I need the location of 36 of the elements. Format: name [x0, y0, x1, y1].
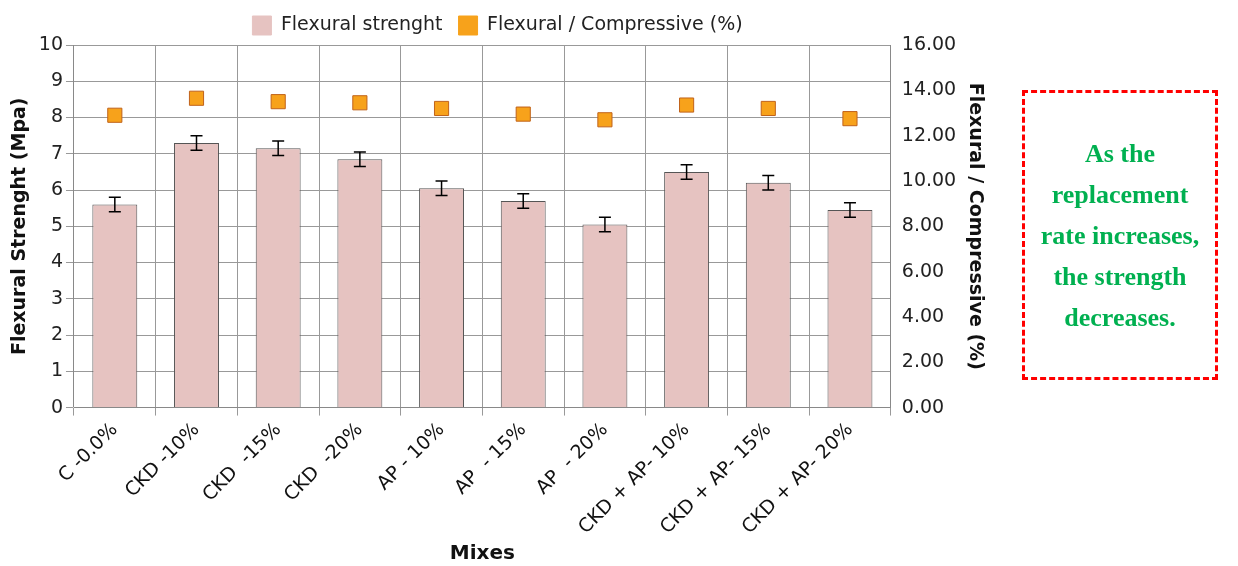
y2-tick-label: 14.00 — [901, 77, 957, 100]
y-axis-title: Flexural Strenght (Mpa) — [7, 97, 30, 356]
y-tick-label: 5 — [50, 213, 63, 236]
legend-label: Flexural / Compressive (%) — [487, 12, 743, 35]
point — [107, 107, 123, 123]
y-tick-label: 1 — [50, 358, 63, 381]
text: As the replacement rate increases, the strength decreases. — [1039, 137, 1201, 334]
y2-tick-label: 2.00 — [901, 349, 945, 372]
point — [433, 100, 450, 117]
point — [515, 106, 531, 122]
point — [597, 112, 613, 128]
y-tick-label: 2 — [50, 321, 63, 344]
y2-tick-label: 8.00 — [901, 213, 945, 236]
y-tick-label: 0 — [50, 394, 63, 417]
y-tick-label: 3 — [50, 285, 63, 308]
y-tick-label: 4 — [50, 249, 63, 272]
point — [188, 90, 205, 106]
point — [270, 94, 286, 110]
y-tick-label: 8 — [50, 104, 63, 127]
y2-tick-label: 6.00 — [901, 258, 945, 281]
legend-label: Flexural strenght — [280, 12, 443, 35]
y2-tick-label: 12.00 — [901, 122, 957, 145]
point — [842, 111, 858, 127]
y-tick-label: 6 — [50, 176, 63, 199]
y2-tick-label: 10.00 — [901, 167, 957, 190]
point — [760, 100, 776, 117]
y2-tick-label: 0.00 — [901, 394, 945, 417]
y-tick-label: 9 — [50, 68, 63, 91]
y2-tick-label: 16.00 — [901, 31, 957, 54]
point — [352, 95, 368, 111]
point — [679, 97, 695, 113]
x-axis-title: Mixes — [449, 540, 515, 565]
y2-axis-title: Flexural / Compressive (%) — [965, 82, 988, 370]
y2-tick-label: 4.00 — [901, 303, 945, 326]
y-tick-label: 7 — [50, 140, 63, 163]
y-tick-label: 10 — [38, 31, 63, 54]
